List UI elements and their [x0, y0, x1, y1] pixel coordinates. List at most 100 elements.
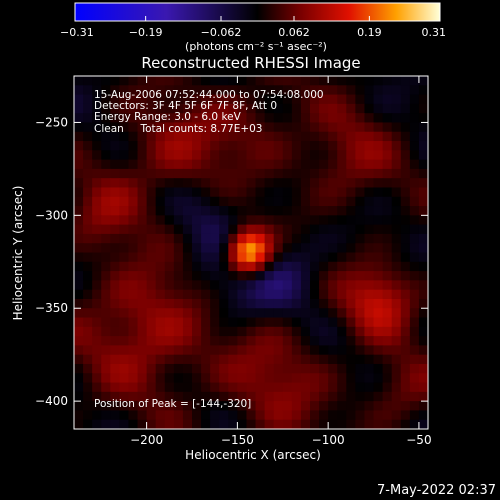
- heatmap-cell: [291, 345, 302, 356]
- heatmap-cell: [219, 103, 229, 114]
- heatmap-cell: [201, 289, 211, 300]
- heatmap-cell: [101, 215, 111, 226]
- heatmap-cell: [201, 76, 211, 86]
- heatmap-cell: [319, 141, 329, 151]
- heatmap-cell: [391, 187, 402, 198]
- heatmap-cell: [319, 261, 329, 272]
- heatmap-cell: [328, 113, 338, 124]
- heatmap-cell: [219, 252, 229, 263]
- heatmap-cell: [291, 168, 302, 179]
- heatmap-cell: [83, 187, 93, 198]
- heatmap-cell: [346, 85, 356, 96]
- heatmap-cell: [319, 178, 329, 189]
- heatmap-cell: [373, 233, 384, 244]
- y-axis-ticks: −250−300−350−400: [35, 115, 428, 408]
- heatmap-cell: [101, 159, 111, 170]
- heatmap-cell: [173, 419, 184, 429]
- heatmap-cell: [164, 196, 175, 207]
- heatmap-cell: [310, 141, 320, 151]
- heatmap-cell: [300, 85, 311, 96]
- heatmap-cell: [337, 317, 347, 328]
- heatmap-cell: [146, 187, 157, 198]
- heatmap-cell: [300, 326, 311, 337]
- y-tick-label: −300: [35, 208, 68, 222]
- heatmap-cell: [310, 233, 320, 244]
- heatmap-cell: [101, 373, 111, 384]
- heatmap-cell: [319, 271, 329, 281]
- heatmap-cell: [119, 233, 130, 244]
- heatmap-cell: [228, 113, 238, 124]
- heatmap-cell: [346, 419, 356, 429]
- heatmap-cell: [92, 196, 102, 207]
- heatmap-cell: [400, 336, 411, 346]
- heatmap-cell: [83, 243, 93, 254]
- heatmap-cell: [273, 94, 284, 105]
- heatmap-cell: [337, 150, 347, 161]
- heatmap-cell: [164, 94, 175, 105]
- heatmap-cell: [210, 94, 220, 105]
- heatmap-cell: [210, 280, 220, 291]
- heatmap-cell: [310, 187, 320, 198]
- heatmap-cell: [282, 233, 293, 244]
- heatmap-cell: [137, 196, 148, 207]
- heatmap-cell: [264, 196, 275, 207]
- heatmap-cell: [119, 419, 130, 429]
- heatmap-cell: [237, 354, 248, 365]
- heatmap-cell: [255, 345, 266, 356]
- heatmap-cell: [346, 243, 356, 254]
- heatmap-cell: [128, 326, 139, 337]
- heatmap-cell: [182, 159, 193, 170]
- heatmap-cell: [382, 215, 393, 226]
- heatmap-cell: [164, 345, 175, 356]
- heatmap-cell: [155, 85, 166, 96]
- heatmap-cell: [328, 168, 338, 179]
- heatmap-cell: [155, 336, 166, 346]
- heatmap-cell: [391, 391, 402, 402]
- heatmap-cell: [201, 206, 211, 216]
- heatmap-cell: [137, 243, 148, 254]
- heatmap-cell: [228, 289, 238, 300]
- heatmap-cell: [83, 280, 93, 291]
- heatmap-cell: [400, 382, 411, 393]
- heatmap-cell: [173, 224, 184, 235]
- heatmap-cell: [337, 103, 347, 114]
- heatmap-cell: [237, 308, 248, 319]
- heatmap-cell: [400, 252, 411, 263]
- heatmap-cell: [182, 345, 193, 356]
- heatmap-cell: [300, 187, 311, 198]
- heatmap-cell: [74, 280, 84, 291]
- heatmap-cell: [291, 113, 302, 124]
- heatmap-cell: [346, 113, 356, 124]
- heatmap-cell: [92, 326, 102, 337]
- heatmap-cell: [74, 391, 84, 402]
- heatmap-cell: [246, 168, 257, 179]
- heatmap-cell: [192, 419, 202, 429]
- heatmap-cell: [110, 271, 120, 281]
- heatmap-cell: [219, 224, 229, 235]
- heatmap-cell: [409, 103, 420, 114]
- heatmap-cell: [364, 215, 375, 226]
- heatmap-cell: [210, 215, 220, 226]
- heatmap-cell: [201, 252, 211, 263]
- heatmap-cell: [210, 382, 220, 393]
- heatmap-cell: [391, 280, 402, 291]
- heatmap-cell: [300, 113, 311, 124]
- heatmap-cell: [228, 168, 238, 179]
- heatmap-cell: [255, 391, 266, 402]
- colorbar-gradient: [74, 2, 441, 22]
- heatmap-cell: [137, 289, 148, 300]
- heatmap-cell: [92, 289, 102, 300]
- heatmap-cell: [319, 280, 329, 291]
- heatmap-cell: [300, 280, 311, 291]
- heatmap-cell: [110, 187, 120, 198]
- heatmap-cell: [273, 233, 284, 244]
- heatmap-cell: [155, 410, 166, 421]
- heatmap-cell: [273, 261, 284, 272]
- heatmap-cell: [328, 122, 338, 133]
- heatmap-cell: [173, 363, 184, 374]
- heatmap-cell: [337, 131, 347, 142]
- heatmap-cell: [391, 233, 402, 244]
- heatmap-cell: [74, 215, 84, 226]
- heatmap-cell: [246, 233, 257, 244]
- heatmap-cell: [400, 113, 411, 124]
